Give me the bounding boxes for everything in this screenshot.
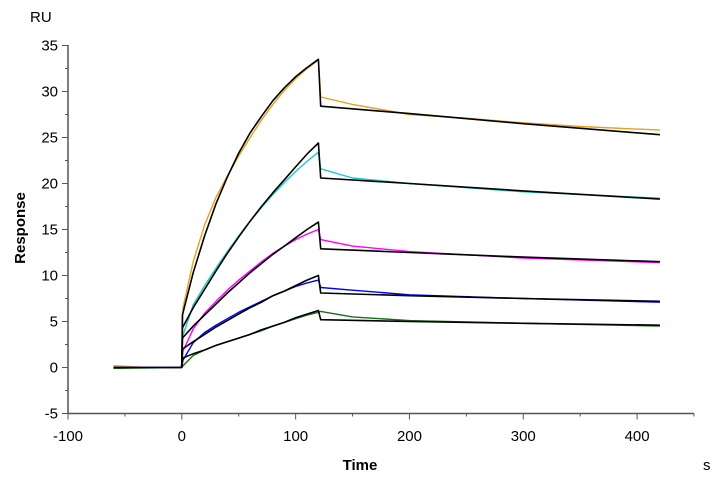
x-axis-label: Time	[343, 457, 378, 474]
y-tick-label: 30	[41, 84, 58, 101]
x-tick-label: -100	[53, 428, 83, 445]
x-tick-label: 0	[178, 428, 186, 445]
series-layer	[113, 58, 660, 370]
x-unit-label: s	[703, 457, 711, 474]
x-tick-label: 100	[283, 428, 308, 445]
y-tick-label: 35	[41, 38, 58, 55]
y-tick-label: 20	[41, 176, 58, 193]
y-tick-label: 10	[41, 268, 58, 285]
y-tick-label: 15	[41, 222, 58, 239]
axes-layer	[67, 45, 694, 415]
fit-series-line-7	[181, 221, 660, 368]
fit-series-line-8	[181, 274, 660, 368]
y-unit-label: RU	[30, 9, 52, 26]
x-tick-label: 200	[397, 428, 422, 445]
y-axis-label: Response	[12, 192, 29, 264]
fit-series-line-9	[181, 309, 660, 368]
data-series-line-2	[113, 228, 660, 369]
y-tick-label: -5	[45, 406, 58, 423]
data-series-line-4	[113, 310, 660, 370]
x-tick-label: 300	[511, 428, 536, 445]
y-tick-label: 25	[41, 130, 58, 147]
fit-series-line-6	[181, 142, 660, 368]
x-tick-label: 400	[625, 428, 650, 445]
y-tick-label: 0	[50, 360, 58, 377]
tick-layer: -100 0 100 200 300 400 -5 0 5 10 15 20 25 30 35	[41, 38, 695, 445]
y-tick-label: 5	[50, 314, 58, 331]
fit-series-line-5	[113, 58, 660, 369]
